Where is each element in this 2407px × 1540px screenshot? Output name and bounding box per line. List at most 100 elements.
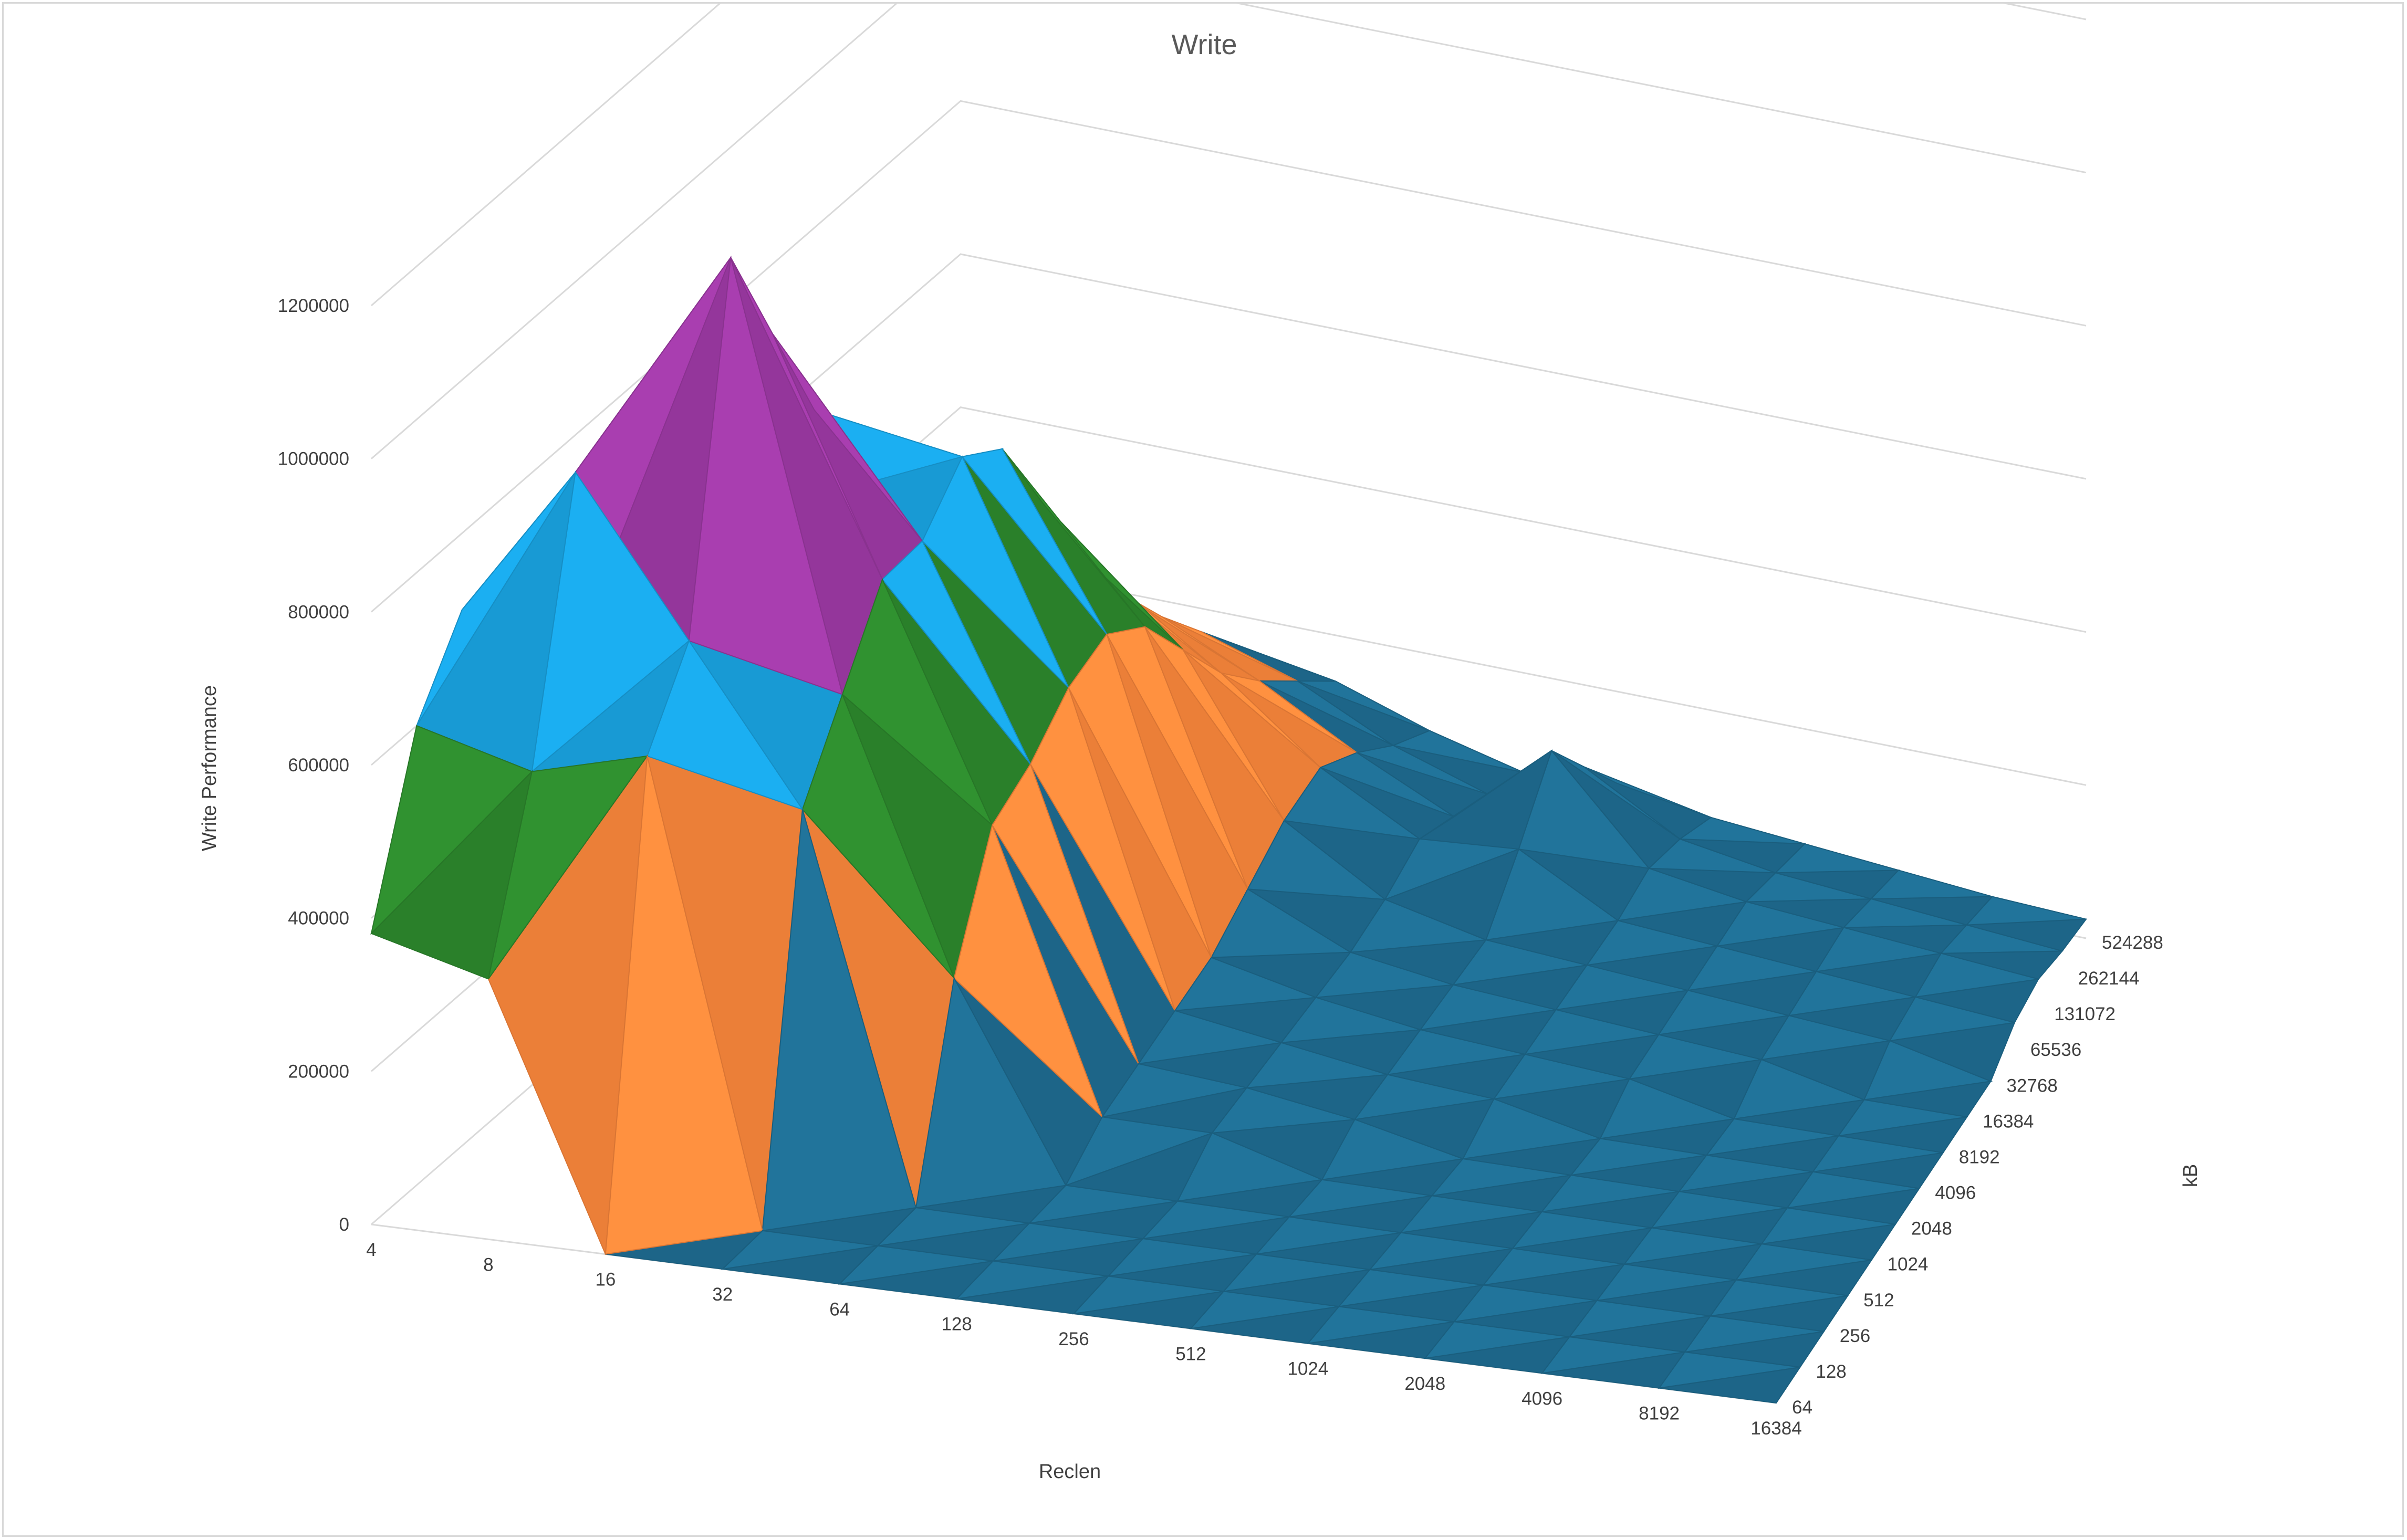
surface-facet — [1319, 752, 1455, 818]
surface-facet — [1423, 1321, 1570, 1359]
surface-facet — [1297, 680, 1430, 731]
surface-facet — [992, 763, 1139, 1064]
surface-facet — [1072, 1275, 1224, 1315]
surface-facet — [1760, 1207, 1896, 1245]
surface-facet — [1162, 616, 1298, 682]
surface-facet — [1137, 1010, 1281, 1065]
surface-facet — [1141, 1200, 1289, 1240]
surface-facet — [1658, 1351, 1800, 1389]
x-tick-label: 16384 — [1750, 1418, 1801, 1439]
surface-facet — [1288, 1179, 1432, 1218]
z-tick-label: 800000 — [288, 602, 349, 622]
surface-facet — [1462, 1098, 1601, 1160]
surface-facet — [1889, 996, 2015, 1042]
surface-facet — [1760, 1015, 1890, 1061]
surface-facet — [1705, 1118, 1839, 1156]
surface-facet — [1837, 1099, 1967, 1137]
surface-facet — [1599, 1078, 1736, 1139]
x-tick-label: 16 — [595, 1270, 616, 1290]
surface-facet — [1391, 730, 1524, 773]
surface-facet — [1259, 680, 1394, 746]
surface-facet — [1189, 1291, 1339, 1329]
surface-facet — [1511, 1211, 1652, 1250]
surface-facet — [1677, 1155, 1814, 1192]
surface-facet — [647, 640, 804, 811]
surface-facet — [955, 1260, 1109, 1300]
surface-facet — [1419, 984, 1556, 1031]
x-tick-label: 8192 — [1639, 1403, 1680, 1424]
surface-facet — [1786, 1171, 1920, 1209]
x-tick-label: 32 — [712, 1284, 733, 1305]
surface-facet — [921, 455, 1069, 688]
gridline — [371, 4, 2087, 307]
surface-facet — [1211, 1087, 1355, 1134]
surface-facet — [1210, 888, 1352, 958]
surface-facet — [1280, 997, 1421, 1043]
surface-facet — [1183, 649, 1321, 768]
surface-facet — [992, 1222, 1143, 1262]
surface-facet — [762, 809, 917, 1232]
surface-facet — [1107, 1238, 1257, 1277]
surface-facet — [876, 1207, 1030, 1247]
surface-facet — [1029, 686, 1176, 1011]
surface-facet — [688, 257, 843, 696]
surface-facet — [1745, 872, 1871, 903]
surface-facet — [1540, 1336, 1685, 1374]
surface-facet — [1584, 766, 1712, 818]
y-tick-label: 2048 — [1911, 1219, 1952, 1239]
y-tick-label: 4096 — [1935, 1183, 1976, 1203]
surface-facet — [881, 540, 1031, 764]
y-tick-label: 65536 — [2030, 1040, 2081, 1060]
surface-facet — [1144, 626, 1285, 821]
x-tick-label: 128 — [941, 1314, 972, 1335]
surface-facet — [915, 976, 1067, 1209]
surface-facet — [1686, 945, 1817, 991]
surface-facet — [1283, 767, 1420, 840]
y-tick-label: 128 — [1816, 1361, 1846, 1382]
surface-facet — [1245, 1042, 1388, 1088]
surface-facet — [1735, 1243, 1872, 1281]
surface-facet — [1101, 1063, 1247, 1118]
y-tick-label: 32768 — [2006, 1075, 2057, 1096]
x-axis-ticks: 4 8 16 32 64 128 256 512 1024 2048 4096 8192 16384 — [366, 1240, 1801, 1439]
y-tick-label: 1024 — [1888, 1254, 1929, 1275]
surface-facet — [838, 1245, 993, 1285]
surface-facet — [1678, 816, 1805, 845]
y-tick-label: 512 — [1863, 1290, 1894, 1311]
x-tick-label: 2048 — [1404, 1374, 1445, 1394]
surface-facet — [1315, 951, 1454, 998]
surface-facet — [1623, 1227, 1762, 1265]
surface-facet — [730, 257, 883, 580]
surface-facet — [1337, 1269, 1484, 1307]
surface-facet — [1683, 1315, 1824, 1353]
surface-facet — [1482, 1248, 1624, 1286]
surface-facet — [801, 693, 955, 979]
surface-facet — [1716, 901, 1844, 947]
surface-facet — [1221, 672, 1357, 753]
chart-title: Write — [1171, 29, 1237, 60]
y-tick-label: 8192 — [1959, 1147, 2000, 1167]
surface-facet — [1419, 750, 1552, 840]
chart-canvas: Write 0 200000 400000 600000 800000 1000000 12… — [199, 4, 2202, 1483]
surface-facet — [487, 755, 649, 980]
surface-facet — [1068, 633, 1212, 958]
surface-facet — [1811, 1135, 1943, 1173]
surface-facet — [772, 333, 923, 542]
x-tick-label: 256 — [1058, 1329, 1089, 1349]
x-axis-title: Reclen — [1039, 1461, 1101, 1483]
x-tick-label: 64 — [829, 1299, 850, 1319]
surface-facet — [1733, 1059, 1867, 1120]
surface-facet — [1065, 1116, 1213, 1187]
surface-facet — [1493, 1053, 1630, 1100]
surface-facet — [1940, 924, 2062, 954]
y-tick-label: 256 — [1840, 1326, 1870, 1346]
y-tick-label: 64 — [1792, 1397, 1812, 1418]
surface-facet — [1870, 869, 1993, 900]
surface-facet — [1453, 1284, 1597, 1323]
y-tick-label: 16384 — [1983, 1111, 2034, 1132]
surface-facet — [1306, 1306, 1455, 1345]
gridline — [371, 100, 2087, 613]
surface-facet — [1586, 920, 1717, 966]
z-tick-label: 400000 — [288, 908, 349, 929]
